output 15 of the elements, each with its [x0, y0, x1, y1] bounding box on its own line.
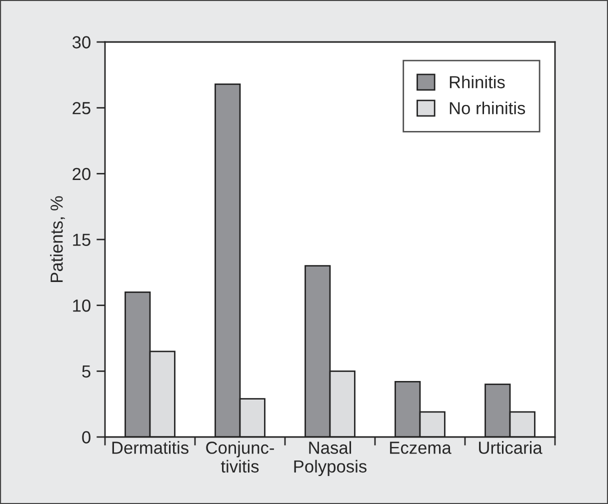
x-tick-label: Eczema: [390, 442, 452, 454]
y-tick-label: 30: [72, 36, 90, 48]
y-tick-label: 15: [73, 234, 90, 246]
y-tick-label: 20: [72, 168, 90, 180]
y-axis-title: Patients, %: [50, 196, 65, 282]
x-tick-label: Dermatitis: [112, 441, 188, 454]
x-tick-label: Urticaria: [479, 441, 542, 454]
legend-label: Rhinitis: [450, 76, 505, 88]
x-tick-label: Conjunc- tivitis: [206, 441, 274, 473]
y-tick-label: 25: [72, 102, 90, 114]
x-tick-label: Nasal Polyposis: [294, 441, 367, 476]
y-tick-label: 10: [73, 300, 90, 312]
legend-label: No rhinitis: [450, 102, 526, 114]
y-tick-label: 5: [82, 366, 90, 378]
y-tick-label: 0: [82, 431, 90, 444]
